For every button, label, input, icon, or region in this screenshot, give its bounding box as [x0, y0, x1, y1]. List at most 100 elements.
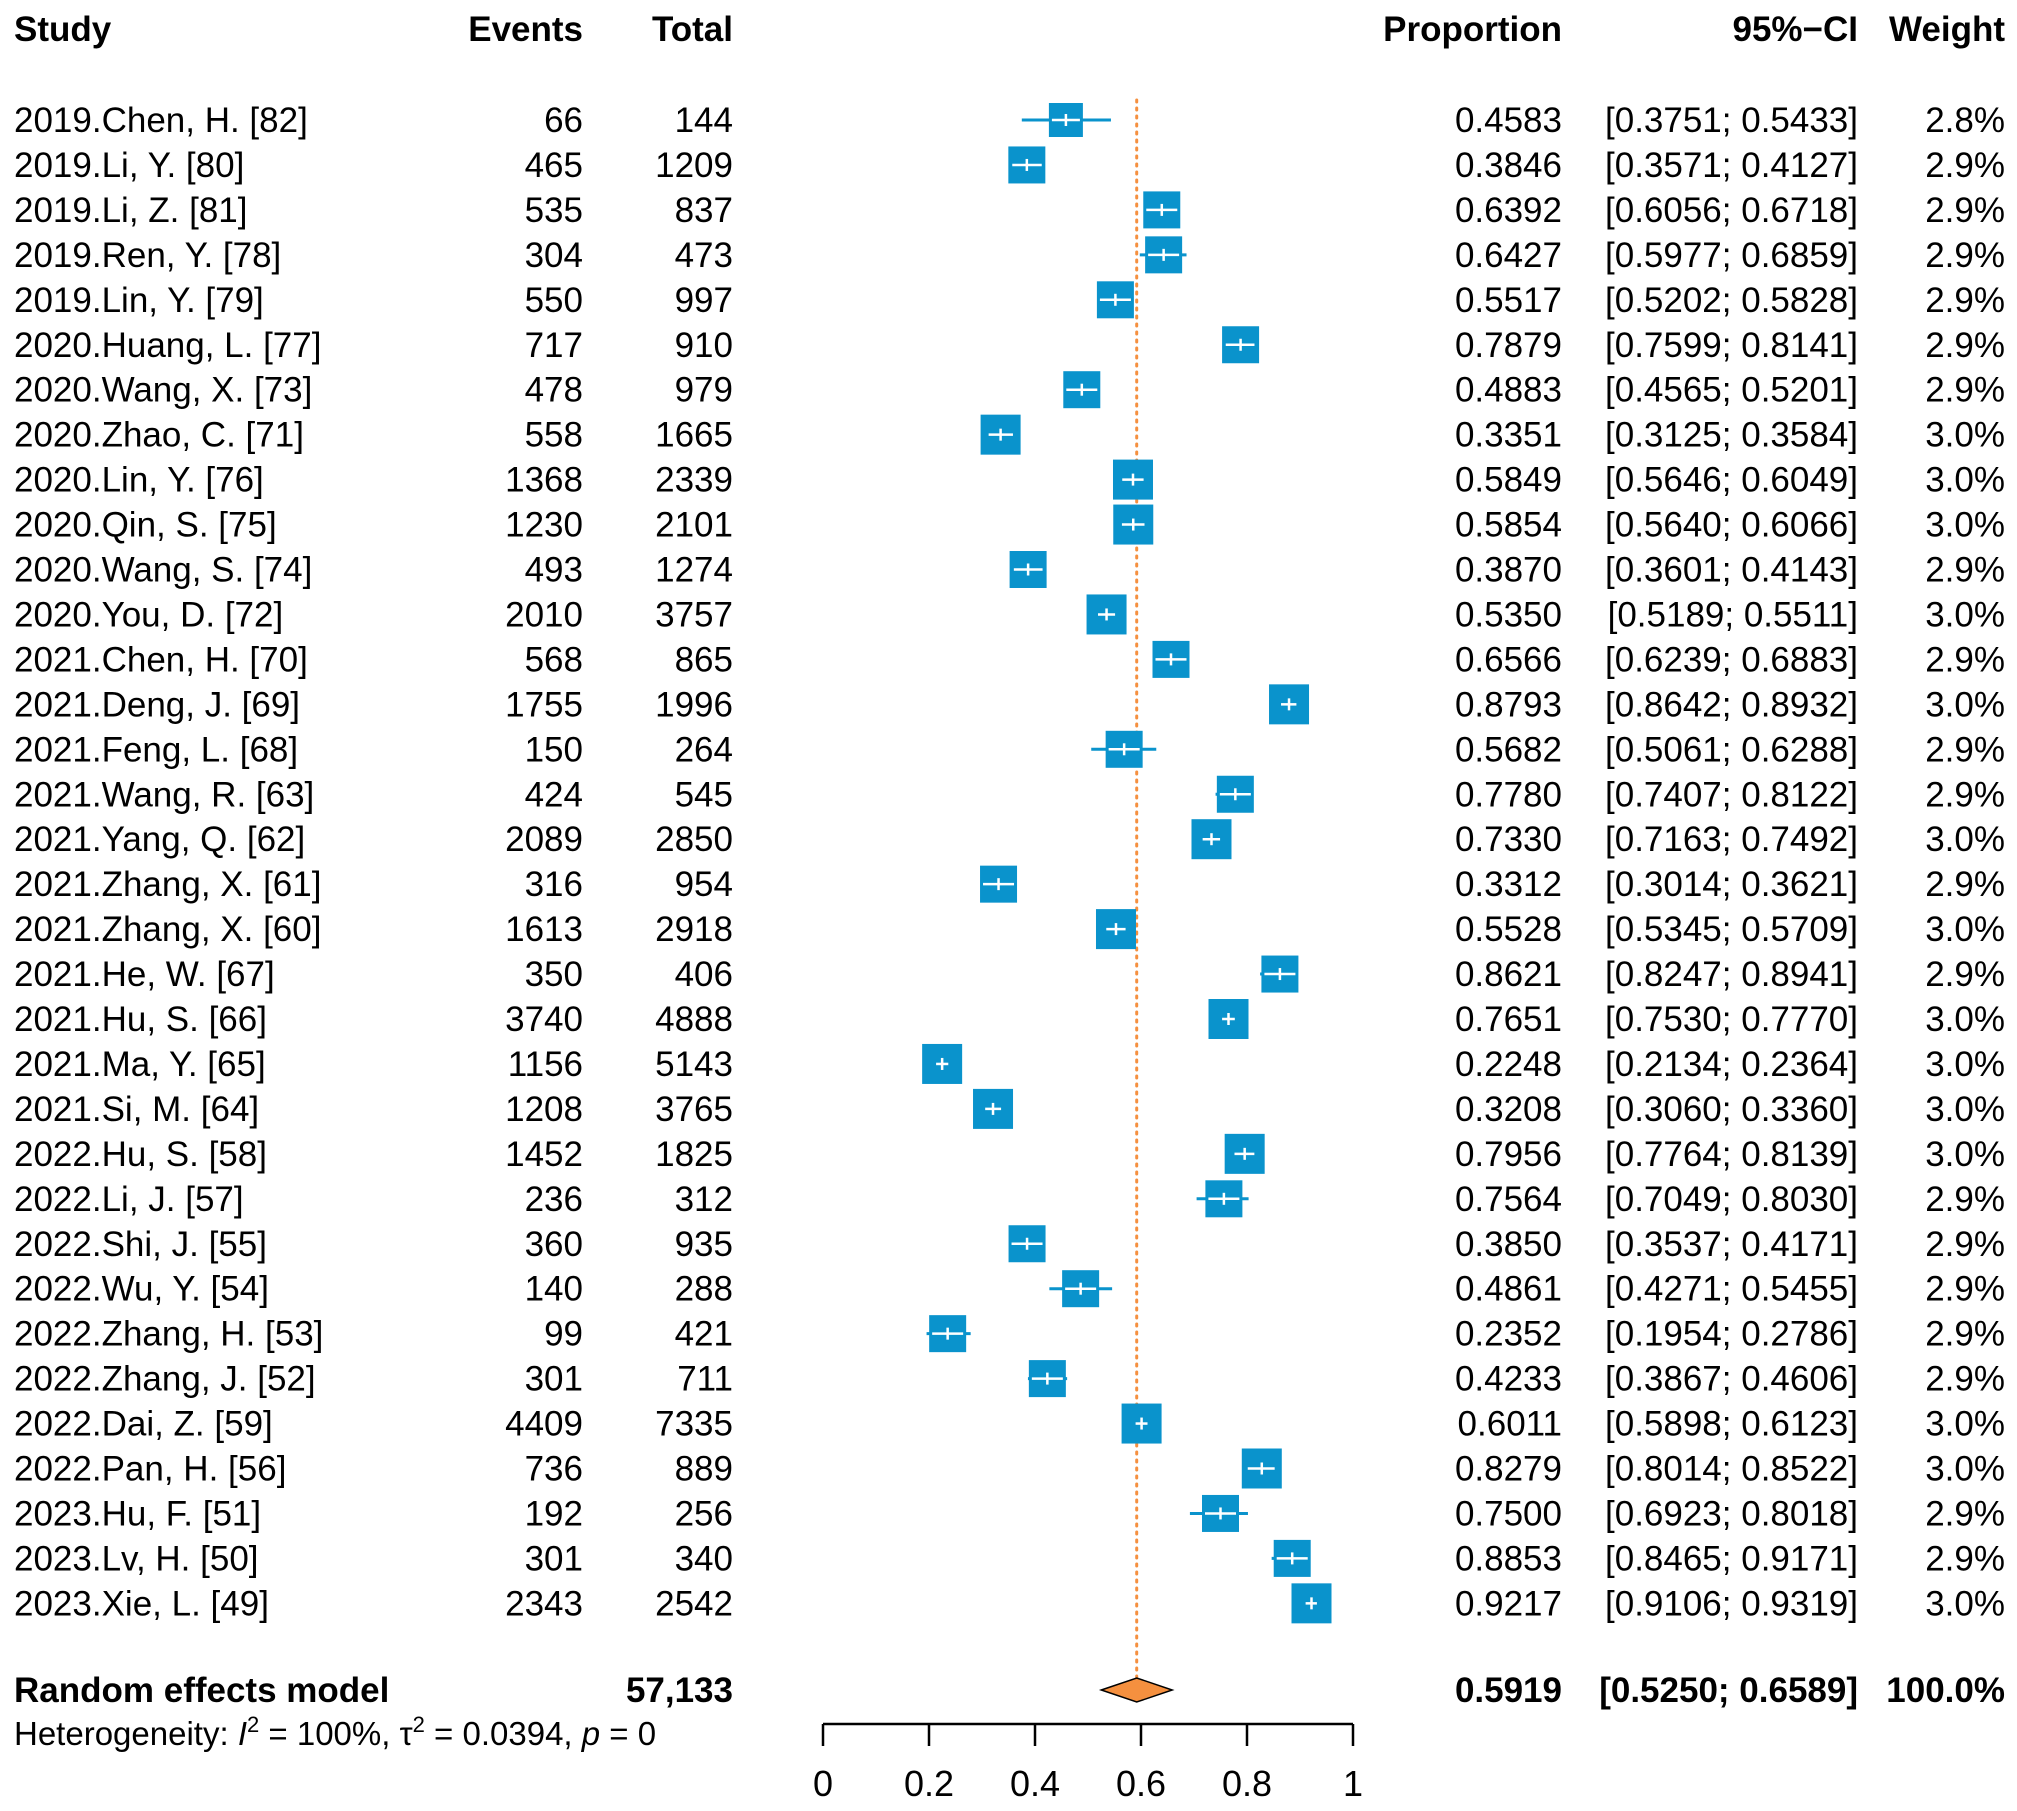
header-row: Study Events Total Proportion 95%−CI Wei… [14, 10, 2005, 49]
total-value: 473 [675, 236, 733, 275]
pooled-total: 57,133 [626, 1671, 733, 1710]
proportion-value: 0.3312 [1455, 865, 1562, 904]
header-study: Study [14, 10, 112, 49]
weight-value: 3.0% [1925, 1000, 2005, 1039]
study-label: 2020.Wang, X. [73] [14, 371, 312, 410]
ci-value: [0.6056; 0.6718] [1605, 191, 1858, 230]
study-label: 2019.Li, Z. [81] [14, 191, 247, 230]
events-value: 558 [525, 416, 583, 455]
ci-value: [0.5898; 0.6123] [1605, 1405, 1858, 1444]
events-value: 3740 [505, 1000, 583, 1039]
proportion-value: 0.8793 [1455, 685, 1562, 724]
proportion-value: 0.4233 [1455, 1360, 1562, 1399]
total-value: 1209 [655, 146, 733, 185]
study-label: 2021.Yang, Q. [62] [14, 820, 305, 859]
ci-value: [0.7163; 0.7492] [1605, 820, 1858, 859]
ci-value: [0.5345; 0.5709] [1605, 910, 1858, 949]
events-value: 478 [525, 371, 583, 410]
events-value: 717 [525, 326, 583, 365]
events-value: 568 [525, 640, 583, 679]
total-value: 954 [675, 865, 733, 904]
total-value: 1665 [655, 416, 733, 455]
events-value: 493 [525, 551, 583, 590]
p-value: = 0 [600, 1715, 656, 1752]
proportion-value: 0.7500 [1455, 1494, 1562, 1533]
total-value: 4888 [655, 1000, 733, 1039]
weight-value: 2.9% [1925, 730, 2005, 769]
study-label: 2019.Li, Y. [80] [14, 146, 244, 185]
weight-value: 2.9% [1925, 955, 2005, 994]
total-value: 3757 [655, 595, 733, 634]
total-value: 837 [675, 191, 733, 230]
study-label: 2021.Si, M. [64] [14, 1090, 259, 1129]
weight-value: 3.0% [1925, 820, 2005, 859]
ci-value: [0.7049; 0.8030] [1605, 1180, 1858, 1219]
ci-value: [0.9106; 0.9319] [1605, 1584, 1858, 1623]
study-label: 2020.Huang, L. [77] [14, 326, 321, 365]
study-row: 2022.Pan, H. [56] 736 889 0.8279 [0.8014; 0.… [14, 1448, 2005, 1489]
proportion-value: 0.3870 [1455, 551, 1562, 590]
proportion-value: 0.7879 [1455, 326, 1562, 365]
events-value: 1613 [505, 910, 583, 949]
study-label: 2022.Wu, Y. [54] [14, 1270, 269, 1309]
proportion-value: 0.3850 [1455, 1225, 1562, 1264]
weight-value: 3.0% [1925, 1090, 2005, 1129]
study-row: 2020.Huang, L. [77] 717 910 0.7879 [0.7599; … [14, 326, 2005, 365]
weight-value: 2.9% [1925, 281, 2005, 320]
study-row: 2023.Lv, H. [50] 301 340 0.8853 [0.8465; 0.9… [14, 1539, 2005, 1578]
header-events: Events [468, 10, 583, 49]
pooled-ci: [0.5250; 0.6589] [1599, 1671, 1858, 1710]
x-axis-tick-label: 1 [1343, 1763, 1363, 1804]
events-value: 350 [525, 955, 583, 994]
ci-value: [0.3125; 0.3584] [1605, 416, 1858, 455]
study-label: 2021.Zhang, X. [60] [14, 910, 321, 949]
study-label: 2022.Zhang, J. [52] [14, 1360, 316, 1399]
study-label: 2020.Zhao, C. [71] [14, 416, 304, 455]
study-row: 2021.Chen, H. [70] 568 865 0.6566 [0.6239; 0… [14, 640, 2005, 679]
weight-value: 3.0% [1925, 416, 2005, 455]
events-value: 1208 [505, 1090, 583, 1129]
study-label: 2020.Qin, S. [75] [14, 506, 277, 545]
ci-value: [0.7530; 0.7770] [1605, 1000, 1858, 1039]
ci-value: [0.4565; 0.5201] [1605, 371, 1858, 410]
pooled-proportion: 0.5919 [1455, 1671, 1562, 1710]
header-ci: 95%−CI [1733, 10, 1859, 49]
x-axis-tick-label: 0.8 [1222, 1763, 1272, 1804]
weight-value: 3.0% [1925, 910, 2005, 949]
study-label: 2022.Li, J. [57] [14, 1180, 244, 1219]
events-value: 66 [544, 101, 583, 140]
weight-value: 2.8% [1925, 101, 2005, 140]
ci-value: [0.4271; 0.5455] [1605, 1270, 1858, 1309]
total-value: 144 [675, 101, 733, 140]
total-value: 288 [675, 1270, 733, 1309]
header-weight: Weight [1889, 10, 2005, 49]
total-value: 1996 [655, 685, 733, 724]
proportion-value: 0.6566 [1455, 640, 1562, 679]
proportion-value: 0.2248 [1455, 1045, 1562, 1084]
events-value: 4409 [505, 1405, 583, 1444]
total-value: 889 [675, 1450, 733, 1489]
pooled-diamond [1098, 1677, 1175, 1703]
proportion-value: 0.5854 [1455, 506, 1562, 545]
proportion-value: 0.5682 [1455, 730, 1562, 769]
ci-value: [0.7599; 0.8141] [1605, 326, 1858, 365]
events-value: 535 [525, 191, 583, 230]
study-row: 2022.Li, J. [57] 236 312 0.7564 [0.7049; 0.8… [14, 1180, 2005, 1219]
weight-value: 2.9% [1925, 1315, 2005, 1354]
study-label: 2021.Feng, L. [68] [14, 730, 298, 769]
study-row: 2021.Zhang, X. [61] 316 954 0.3312 [0.3014; … [14, 865, 2005, 904]
proportion-value: 0.7564 [1455, 1180, 1562, 1219]
weight-value: 2.9% [1925, 1539, 2005, 1578]
events-value: 424 [525, 775, 583, 814]
weight-value: 2.9% [1925, 1180, 2005, 1219]
study-label: 2020.You, D. [72] [14, 595, 283, 634]
proportion-value: 0.7651 [1455, 1000, 1562, 1039]
events-value: 236 [525, 1180, 583, 1219]
proportion-value: 0.8853 [1455, 1539, 1562, 1578]
study-row: 2022.Dai, Z. [59] 4409 7335 0.6011 [0.5898; … [14, 1403, 2005, 1444]
events-value: 1368 [505, 461, 583, 500]
header-total: Total [652, 10, 733, 49]
study-row: 2020.You, D. [72] 2010 3757 0.5350 [0.5189; … [14, 594, 2005, 635]
events-value: 140 [525, 1270, 583, 1309]
study-row: 2022.Zhang, H. [53] 99 421 0.2352 [0.1954; 0… [14, 1315, 2005, 1354]
